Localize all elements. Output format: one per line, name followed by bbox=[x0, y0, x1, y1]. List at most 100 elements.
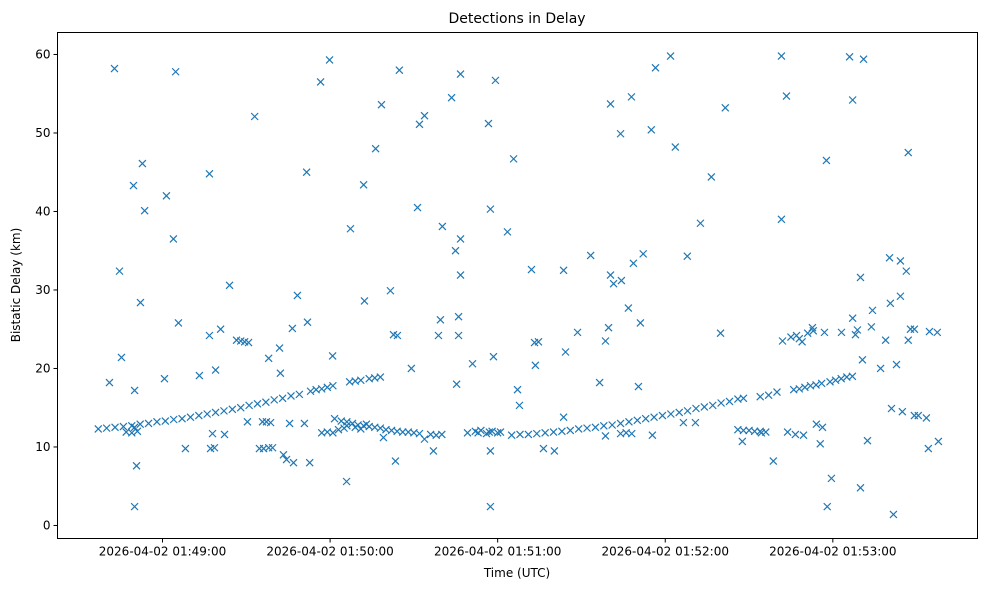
data-point bbox=[270, 395, 279, 404]
data-point bbox=[468, 359, 477, 368]
y-tick-label: 20 bbox=[35, 361, 50, 375]
data-point bbox=[264, 354, 273, 363]
data-point bbox=[438, 222, 447, 231]
data-point bbox=[160, 374, 169, 383]
data-point bbox=[795, 384, 804, 393]
data-point bbox=[609, 279, 618, 288]
data-point bbox=[245, 401, 254, 410]
data-point bbox=[696, 219, 705, 228]
data-point bbox=[633, 416, 642, 425]
data-point bbox=[904, 148, 913, 157]
data-point bbox=[503, 227, 512, 236]
data-point bbox=[629, 259, 638, 268]
data-point bbox=[636, 319, 645, 327]
data-point bbox=[902, 267, 911, 276]
y-tick-label: 50 bbox=[35, 126, 50, 140]
data-point bbox=[550, 446, 559, 455]
data-point bbox=[910, 325, 919, 334]
data-point bbox=[220, 430, 229, 439]
data-point bbox=[549, 428, 558, 436]
data-point bbox=[236, 403, 245, 412]
data-point bbox=[359, 180, 368, 189]
data-point bbox=[138, 159, 147, 168]
data-point bbox=[295, 390, 304, 399]
data-point bbox=[289, 458, 298, 467]
data-point bbox=[769, 457, 778, 466]
data-point bbox=[437, 430, 446, 439]
data-point bbox=[817, 379, 826, 388]
data-point bbox=[606, 100, 615, 108]
data-point bbox=[648, 431, 657, 440]
x-tick-label: 2026-04-02 01:50:00 bbox=[266, 545, 393, 559]
data-point bbox=[845, 52, 854, 61]
data-point bbox=[287, 392, 295, 400]
data-point bbox=[559, 413, 568, 422]
y-tick-label: 40 bbox=[35, 204, 50, 218]
data-point bbox=[316, 78, 325, 86]
data-point bbox=[244, 338, 253, 347]
data-point bbox=[328, 351, 337, 360]
data-point bbox=[757, 428, 766, 437]
data-point bbox=[456, 70, 465, 79]
data-point bbox=[342, 421, 351, 430]
data-point bbox=[889, 510, 898, 519]
data-point bbox=[717, 399, 726, 407]
data-point bbox=[211, 408, 220, 417]
data-point bbox=[420, 435, 429, 444]
data-point bbox=[650, 413, 659, 422]
data-point bbox=[532, 429, 541, 438]
chart-title: Detections in Delay bbox=[448, 11, 585, 27]
data-point bbox=[848, 314, 857, 323]
data-point bbox=[216, 325, 225, 334]
data-point bbox=[454, 331, 463, 340]
data-point bbox=[451, 246, 460, 255]
data-point bbox=[599, 421, 608, 430]
data-point bbox=[220, 406, 228, 415]
data-point bbox=[268, 443, 277, 452]
data-point bbox=[627, 92, 636, 101]
data-point bbox=[616, 419, 625, 428]
data-point bbox=[278, 394, 287, 403]
data-point bbox=[342, 477, 351, 486]
data-point bbox=[129, 181, 138, 190]
data-point bbox=[716, 329, 725, 338]
data-point bbox=[692, 404, 700, 413]
data-point bbox=[111, 423, 119, 432]
data-point bbox=[651, 63, 660, 72]
data-point bbox=[539, 444, 548, 453]
data-point bbox=[243, 417, 252, 426]
data-point bbox=[328, 428, 337, 437]
data-point bbox=[816, 439, 825, 448]
data-point bbox=[639, 249, 648, 258]
data-point bbox=[195, 371, 204, 380]
data-point bbox=[707, 173, 716, 181]
data-point bbox=[858, 355, 867, 364]
data-point bbox=[376, 424, 385, 433]
data-point bbox=[162, 191, 171, 200]
data-points bbox=[94, 52, 943, 519]
data-point bbox=[513, 385, 522, 394]
data-point bbox=[169, 235, 178, 243]
data-point bbox=[812, 381, 820, 389]
data-point bbox=[407, 364, 416, 373]
data-point bbox=[764, 391, 773, 400]
data-point bbox=[276, 369, 285, 378]
data-point bbox=[799, 431, 808, 440]
data-point bbox=[773, 388, 781, 396]
data-point bbox=[132, 461, 141, 470]
data-point bbox=[493, 428, 502, 437]
x-axis-label: Time (UTC) bbox=[483, 566, 550, 580]
data-point bbox=[144, 419, 153, 428]
data-point bbox=[376, 373, 385, 382]
data-point bbox=[822, 156, 831, 165]
data-point bbox=[488, 427, 497, 436]
data-point bbox=[604, 323, 613, 332]
data-point bbox=[208, 429, 217, 438]
data-point bbox=[933, 328, 942, 337]
data-point bbox=[398, 428, 407, 436]
data-point bbox=[476, 426, 485, 435]
data-point bbox=[279, 450, 288, 459]
data-point bbox=[892, 360, 901, 369]
data-point bbox=[102, 424, 111, 433]
data-point bbox=[778, 337, 787, 345]
